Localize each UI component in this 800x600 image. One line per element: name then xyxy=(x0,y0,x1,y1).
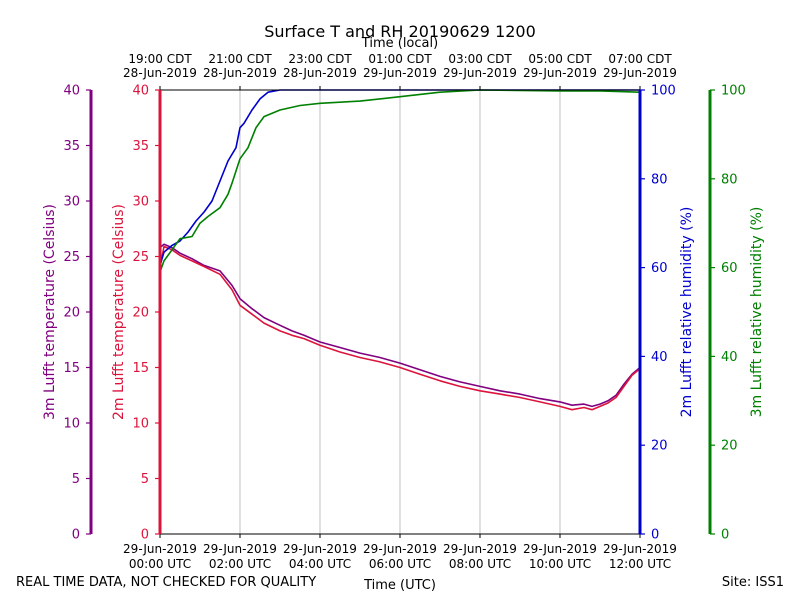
y-tick-label: 0 xyxy=(72,528,80,543)
top-tick-date: 28-Jun-2019 xyxy=(283,66,357,80)
top-tick-time: 05:00 CDT xyxy=(528,52,592,66)
y-axis-label-rh2: 2m Lufft relative humidity (%) xyxy=(679,207,695,418)
top-tick-date: 29-Jun-2019 xyxy=(443,66,517,80)
y-tick-label: 20 xyxy=(63,306,80,321)
bottom-axis-label: Time (UTC) xyxy=(363,578,436,593)
site-label: Site: ISS1 xyxy=(721,575,784,590)
x-tick-date: 29-Jun-2019 xyxy=(523,542,597,556)
y-axis-label-rh3: 3m Lufft relative humidity (%) xyxy=(749,207,765,418)
top-tick-time: 01:00 CDT xyxy=(368,52,432,66)
top-tick-date: 29-Jun-2019 xyxy=(603,66,677,80)
y-tick-label: 60 xyxy=(721,261,738,276)
top-axis-label: Time (local) xyxy=(361,36,438,51)
x-tick-date: 29-Jun-2019 xyxy=(203,542,277,556)
top-tick-time: 23:00 CDT xyxy=(288,52,352,66)
x-tick-time: 00:00 UTC xyxy=(129,557,191,571)
y-tick-label: 15 xyxy=(63,361,80,376)
quality-disclaimer: REAL TIME DATA, NOT CHECKED FOR QUALITY xyxy=(16,575,317,590)
y-tick-label: 20 xyxy=(651,439,668,454)
y-tick-label: 40 xyxy=(721,350,738,365)
y-tick-label: 100 xyxy=(721,84,746,99)
x-tick-time: 12:00 UTC xyxy=(609,557,671,571)
x-tick-date: 29-Jun-2019 xyxy=(363,542,437,556)
y-axis-label-t2: 2m Lufft temperature (Celsius) xyxy=(111,204,127,420)
top-tick-date: 28-Jun-2019 xyxy=(203,66,277,80)
y-tick-label: 5 xyxy=(141,472,149,487)
x-tick-time: 04:00 UTC xyxy=(289,557,351,571)
y-tick-label: 30 xyxy=(132,195,149,210)
y-tick-label: 35 xyxy=(132,139,149,154)
y-tick-label: 15 xyxy=(132,361,149,376)
chart-title: Surface T and RH 20190629 1200 xyxy=(264,22,536,41)
top-tick-time: 19:00 CDT xyxy=(128,52,192,66)
y-tick-label: 60 xyxy=(651,261,668,276)
y-tick-label: 20 xyxy=(721,439,738,454)
y-tick-label: 0 xyxy=(721,528,729,543)
y-tick-label: 40 xyxy=(132,84,149,99)
top-tick-time: 03:00 CDT xyxy=(448,52,512,66)
y-axes: 0 5 10 15 20 25 30 35 40 3m Lufft temperature (Ce… xyxy=(42,84,765,543)
top-tick-date: 29-Jun-2019 xyxy=(523,66,597,80)
y-tick-label: 25 xyxy=(63,250,80,265)
x-tick-time: 10:00 UTC xyxy=(529,557,591,571)
top-tick-date: 29-Jun-2019 xyxy=(363,66,437,80)
x-tick-time: 08:00 UTC xyxy=(449,557,511,571)
y-tick-label: 25 xyxy=(132,250,149,265)
x-tick-date: 29-Jun-2019 xyxy=(443,542,517,556)
x-tick-date: 29-Jun-2019 xyxy=(123,542,197,556)
x-tick-time: 06:00 UTC xyxy=(369,557,431,571)
top-tick-time: 21:00 CDT xyxy=(208,52,272,66)
series-line-rh3 xyxy=(159,89,641,273)
y-tick-label: 5 xyxy=(72,472,80,487)
y-tick-label: 100 xyxy=(651,84,676,99)
y-tick-label: 20 xyxy=(132,306,149,321)
y-tick-label: 0 xyxy=(651,528,659,543)
x-tick-time: 02:00 UTC xyxy=(209,557,271,571)
y-tick-label: 40 xyxy=(63,84,80,99)
y-tick-label: 0 xyxy=(141,528,149,543)
y-tick-label: 80 xyxy=(651,172,668,187)
y-tick-label: 30 xyxy=(63,195,80,210)
x-tick-date: 29-Jun-2019 xyxy=(603,542,677,556)
y-tick-label: 10 xyxy=(63,417,80,432)
y-tick-label: 10 xyxy=(132,417,149,432)
y-tick-label: 40 xyxy=(651,350,668,365)
y-tick-label: 35 xyxy=(63,139,80,154)
y-tick-label: 80 xyxy=(721,172,738,187)
series-line-t2 xyxy=(159,245,641,411)
top-tick-time: 07:00 CDT xyxy=(608,52,672,66)
x-tick-date: 29-Jun-2019 xyxy=(283,542,357,556)
top-tick-date: 28-Jun-2019 xyxy=(123,66,197,80)
gridlines xyxy=(239,90,561,534)
y-axis-label-t3: 3m Lufft temperature (Celsius) xyxy=(42,204,58,420)
series-line-t3 xyxy=(159,243,641,408)
